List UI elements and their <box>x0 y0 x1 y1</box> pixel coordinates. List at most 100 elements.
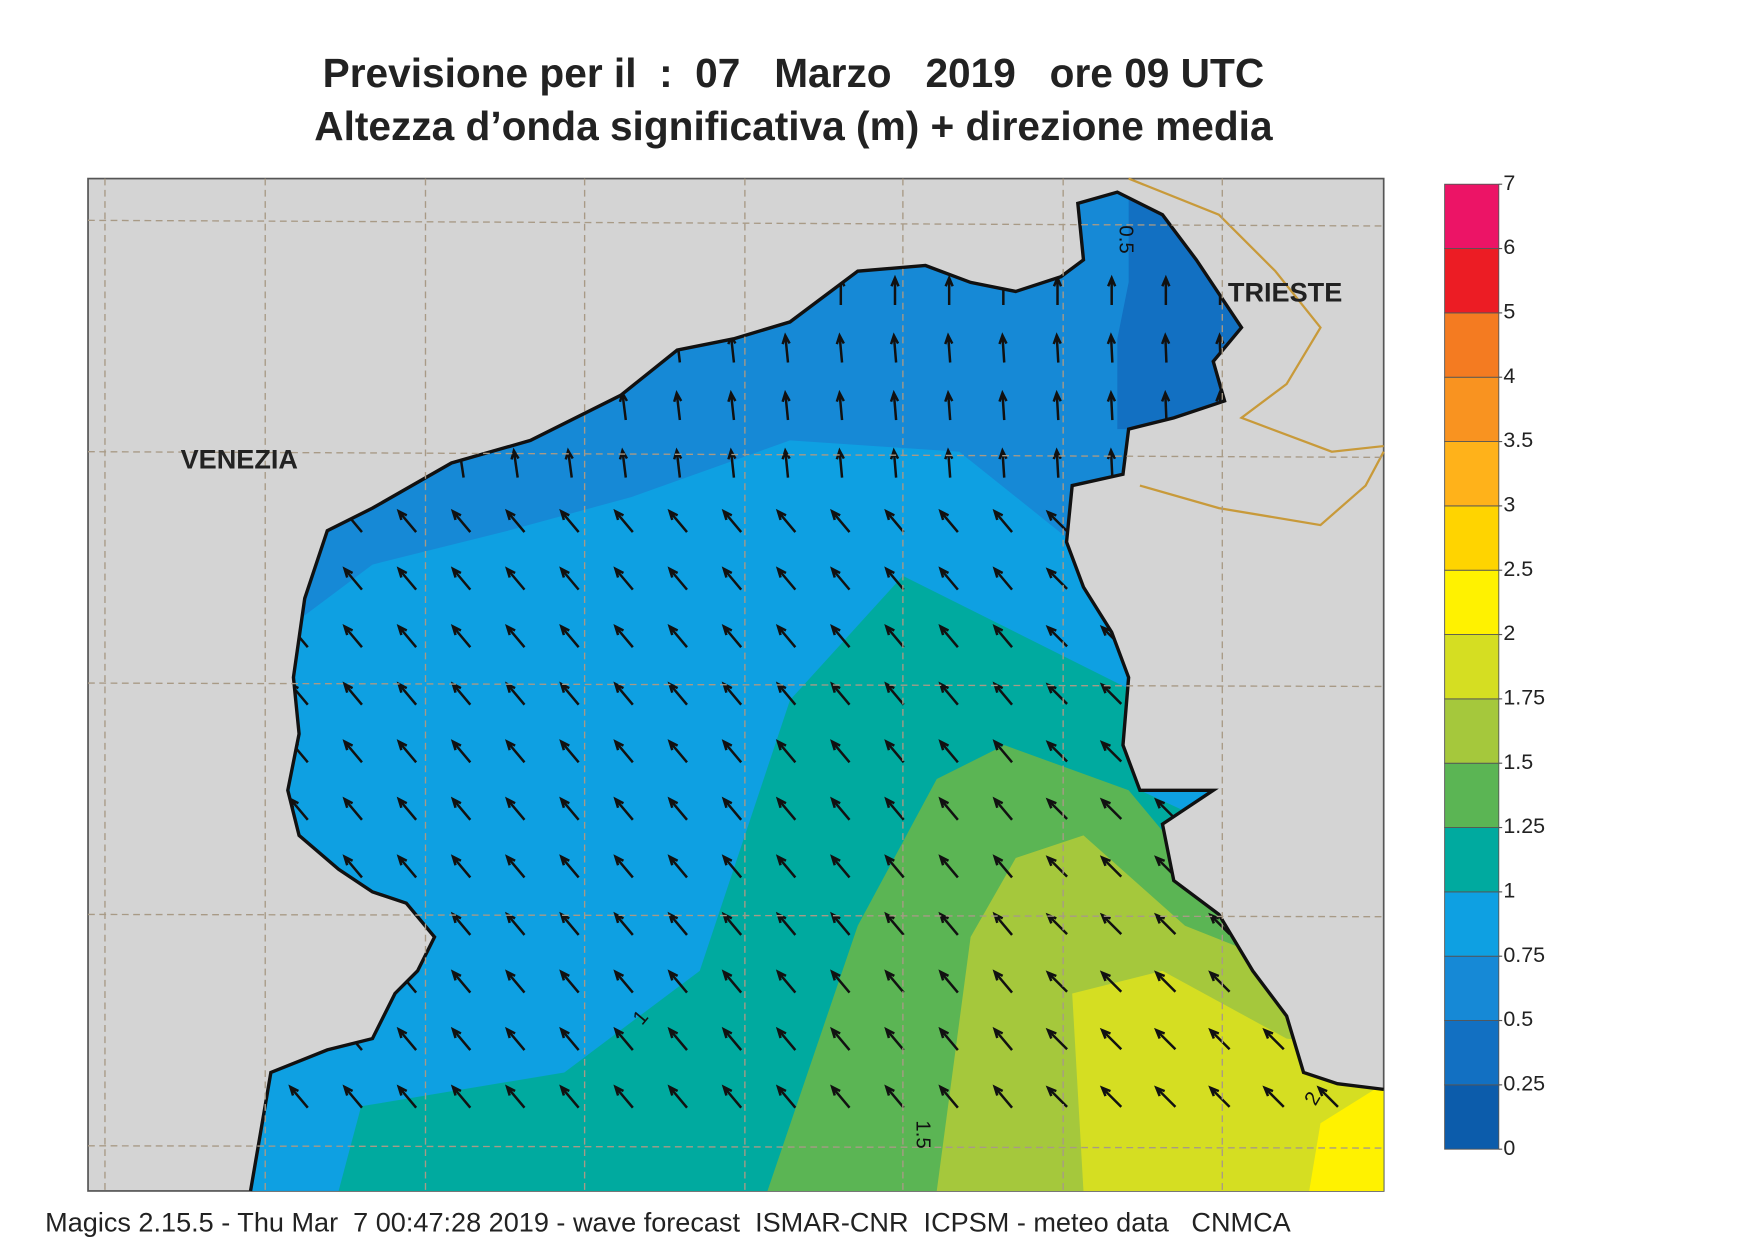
arrow <box>613 969 634 994</box>
colorbar-band <box>1444 441 1500 507</box>
arrow <box>613 623 634 648</box>
arrow <box>559 911 580 936</box>
arrow <box>505 1026 526 1051</box>
arrow <box>721 1084 743 1109</box>
colorbar-tick-label: 1.75 <box>1503 686 1545 710</box>
arrow <box>889 332 900 363</box>
arrow <box>450 854 472 879</box>
arrow <box>667 911 688 936</box>
arrow <box>564 447 574 478</box>
arrow <box>559 566 580 591</box>
arrow <box>450 739 472 764</box>
arrow <box>830 566 851 591</box>
colorbar-tick-label: 1 <box>1503 879 1515 903</box>
arrow <box>396 854 418 879</box>
footer: Magics 2.15.5 - Thu Mar 7 00:47:28 2019 … <box>45 1207 1292 1238</box>
band-175-2 <box>1072 970 1384 1191</box>
arrow <box>938 1026 959 1051</box>
arrow <box>450 796 472 821</box>
arrow <box>613 739 634 764</box>
arrow <box>342 623 363 648</box>
arrow <box>450 566 472 591</box>
colorbar-band <box>1444 376 1500 443</box>
arrow <box>667 1026 688 1051</box>
arrow <box>1099 740 1123 763</box>
arrow <box>396 623 418 648</box>
arrow <box>1316 1085 1339 1108</box>
colorbar-band <box>1444 569 1500 635</box>
arrow <box>992 969 1013 994</box>
arrow <box>1099 797 1123 820</box>
arrow <box>830 854 851 879</box>
arrow <box>450 1084 472 1109</box>
colorbar-tick-label: 0.75 <box>1503 943 1545 967</box>
colorbar-band <box>1444 312 1500 378</box>
arrow <box>396 508 418 533</box>
arrow <box>559 969 580 994</box>
arrow <box>721 508 743 533</box>
arrow <box>1154 970 1177 993</box>
arrow <box>938 911 959 936</box>
arrow <box>1052 332 1062 363</box>
arrow <box>890 274 900 305</box>
arrow <box>559 681 580 706</box>
arrow <box>884 1084 905 1109</box>
arrow <box>1045 797 1068 820</box>
arrow <box>613 911 634 936</box>
border <box>1128 177 1385 527</box>
arrow <box>835 389 845 421</box>
arrow <box>1045 509 1068 533</box>
arrow <box>781 447 791 478</box>
colorbar-band <box>1444 248 1500 314</box>
colorbar-tick-label: 2 <box>1503 621 1515 645</box>
arrow <box>992 854 1013 879</box>
arrow <box>1099 912 1123 936</box>
colorbar-tick-label: 7 <box>1503 171 1515 195</box>
colorbar-tick-label: 4 <box>1503 364 1515 388</box>
title-line-1: Previsione per il : 07 Marzo 2019 ore 09… <box>323 50 1265 96</box>
arrow <box>721 796 743 821</box>
arrow <box>938 623 959 648</box>
arrow <box>613 796 634 821</box>
contour-label: 1.5 <box>911 1120 933 1148</box>
colorbar-tick-label: 1.25 <box>1503 814 1545 838</box>
arrow <box>884 739 905 764</box>
arrow <box>830 739 851 764</box>
arrow <box>505 969 526 994</box>
arrow <box>830 1084 851 1109</box>
arrow <box>938 854 959 879</box>
coastline <box>248 190 1384 1192</box>
arrow <box>721 681 743 706</box>
arrow <box>1045 912 1068 936</box>
arrow <box>396 796 418 821</box>
arrow <box>396 739 418 764</box>
arrow <box>342 566 363 591</box>
arrow <box>1262 1085 1285 1108</box>
arrow <box>559 854 580 879</box>
arrow <box>884 1026 905 1051</box>
arrow <box>450 969 472 994</box>
arrow <box>1208 1027 1231 1051</box>
colorbar-tick-label: 0.5 <box>1503 1007 1533 1031</box>
colorbar-tick-label: 1.5 <box>1503 750 1533 774</box>
arrow <box>992 566 1013 591</box>
arrow <box>673 389 683 421</box>
arrow <box>1045 1085 1068 1108</box>
arrow <box>830 796 851 821</box>
arrow <box>835 332 845 363</box>
arrow <box>992 681 1013 706</box>
arrow <box>835 447 845 478</box>
arrow <box>1045 567 1068 590</box>
arrow <box>775 623 797 648</box>
arrow <box>1161 274 1171 305</box>
arrow <box>505 623 526 648</box>
arrow <box>613 1026 634 1051</box>
arrow <box>775 911 797 936</box>
arrow <box>450 911 472 936</box>
colorbar-tick-label: 3 <box>1503 493 1515 517</box>
arrow <box>830 508 851 533</box>
colorbar-band <box>1444 955 1500 1021</box>
arrow <box>673 447 683 478</box>
arrow <box>830 623 851 648</box>
map: VENEZIA TRIESTE 0.5 1 1.5 2 <box>87 177 1385 1192</box>
